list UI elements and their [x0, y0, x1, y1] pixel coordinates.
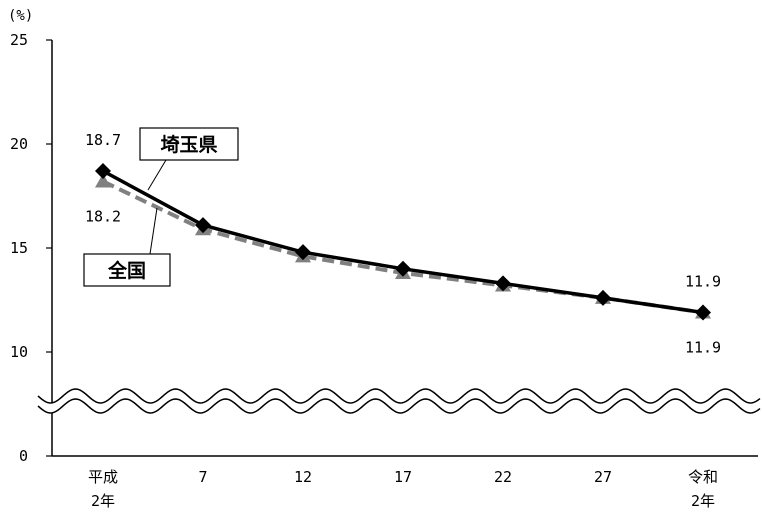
x-tick-label: 令和 2年	[688, 468, 718, 510]
point-saitama	[595, 289, 611, 306]
point-saitama	[695, 304, 711, 321]
legend-national: 全国	[107, 259, 146, 282]
point-saitama	[95, 163, 111, 180]
x-tick-label: 平成 2年	[88, 468, 118, 510]
series-line-1	[102, 179, 704, 315]
x-tick-label: 17	[394, 468, 412, 486]
callout-saitama: 埼玉県	[139, 127, 239, 191]
legend-saitama: 埼玉県	[160, 133, 217, 156]
point-saitama	[395, 260, 411, 277]
x-axis-ticks: 平成 2年 7 12 17 22 27 令和 2年	[88, 468, 718, 510]
x-tick-label: 22	[494, 468, 512, 486]
series-layer	[95, 163, 711, 321]
data-label: 11.9	[685, 338, 721, 356]
x-tick-label: 7	[198, 468, 207, 486]
y-tick-label: 0	[19, 447, 28, 465]
axis-break	[37, 388, 761, 414]
y-unit-label: (%)	[8, 8, 33, 24]
point-national	[95, 173, 111, 188]
data-label: 18.2	[85, 207, 121, 225]
y-tick-label: 20	[10, 135, 28, 153]
y-tick-label: 10	[10, 343, 28, 361]
y-axis-ticks: 25 20 15 10 0	[10, 31, 52, 465]
point-saitama	[295, 244, 311, 261]
callout-national: 全国	[83, 207, 171, 287]
y-tick-label: 25	[10, 31, 28, 49]
point-saitama	[195, 217, 211, 234]
data-label: 11.9	[685, 272, 721, 290]
data-labels: 18.7 18.2 11.9 11.9	[85, 131, 721, 356]
point-saitama	[495, 275, 511, 292]
y-tick-label: 15	[10, 239, 28, 257]
data-label: 18.7	[85, 131, 121, 149]
x-tick-label: 12	[294, 468, 312, 486]
series-line-0	[102, 169, 704, 315]
x-tick-label: 27	[594, 468, 612, 486]
